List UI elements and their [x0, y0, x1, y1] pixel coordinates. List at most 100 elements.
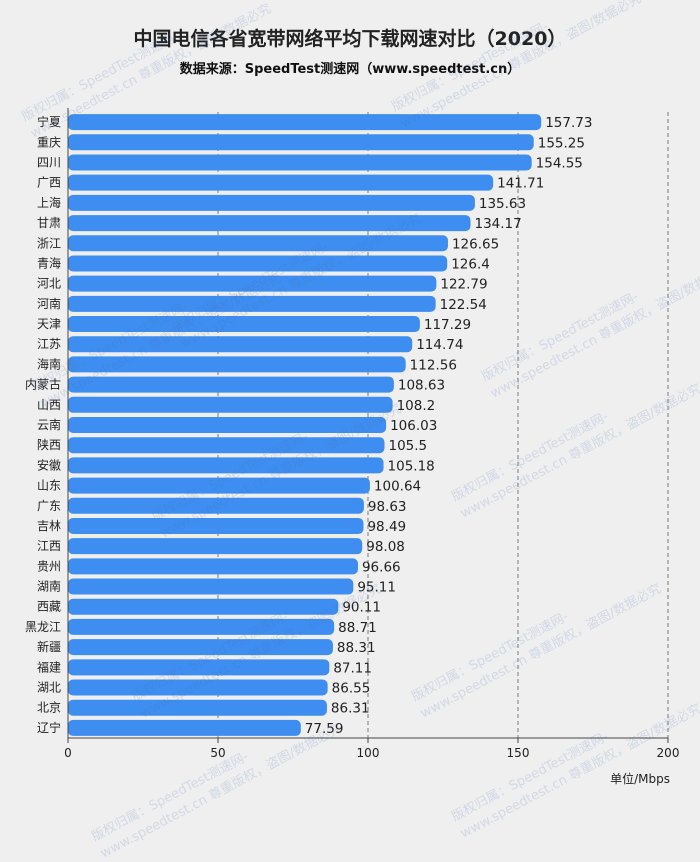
value-label: 96.66: [362, 559, 401, 575]
value-label: 154.55: [536, 155, 583, 171]
value-label: 95.11: [357, 580, 396, 596]
category-label: 内蒙古: [25, 377, 61, 392]
value-label: 105.18: [388, 458, 435, 474]
value-label: 126.4: [451, 256, 490, 272]
category-label: 海南: [37, 356, 61, 371]
category-label: 山西: [37, 398, 61, 412]
x-tick-label: 100: [357, 746, 380, 760]
category-label: 河北: [37, 277, 61, 291]
category-label: 福建: [37, 659, 61, 674]
x-tick-label: 150: [507, 746, 530, 760]
value-label: 98.49: [367, 519, 406, 535]
category-label: 安徽: [37, 457, 61, 472]
bar: [68, 699, 327, 716]
value-label: 108.2: [397, 398, 436, 414]
value-label: 126.65: [452, 236, 499, 252]
value-label: 86.31: [331, 701, 370, 717]
x-tick-label: 50: [210, 746, 225, 760]
value-label: 117.29: [424, 317, 471, 333]
value-label: 88.31: [337, 640, 376, 656]
category-label: 北京: [37, 701, 61, 715]
category-label: 新疆: [37, 639, 61, 654]
bar: [68, 356, 406, 373]
category-label: 青海: [37, 255, 61, 270]
value-label: 98.08: [366, 539, 405, 555]
value-label: 98.63: [368, 499, 407, 515]
bar: [68, 194, 475, 211]
category-label: 吉林: [37, 519, 61, 533]
value-label: 122.54: [440, 297, 487, 313]
value-label: 114.74: [416, 337, 463, 353]
value-label: 134.17: [475, 216, 522, 232]
category-label: 浙江: [37, 236, 61, 250]
bar: [68, 295, 436, 312]
bar: [68, 538, 363, 555]
category-label: 宁夏: [37, 114, 61, 129]
category-label: 湖北: [37, 680, 61, 695]
bar: [68, 114, 542, 131]
category-label: 贵州: [37, 559, 61, 573]
bar: [68, 457, 384, 474]
category-label: 四川: [37, 155, 61, 169]
value-label: 112.56: [410, 357, 457, 373]
category-label: 云南: [37, 417, 61, 432]
bar: [68, 578, 354, 595]
bar: [68, 215, 471, 232]
bar: [68, 517, 364, 534]
bar: [68, 235, 448, 252]
bar: [68, 719, 301, 736]
bar: [68, 598, 339, 615]
bar: [68, 417, 387, 433]
bar: [68, 497, 364, 514]
value-label: 88.71: [338, 620, 377, 636]
bar: [68, 275, 437, 292]
value-label: 155.25: [538, 135, 585, 151]
category-label: 广东: [37, 499, 61, 513]
bar: [68, 336, 413, 353]
bar: [68, 437, 385, 454]
value-label: 122.79: [440, 277, 487, 293]
category-label: 湖南: [37, 579, 61, 594]
value-label: 100.64: [374, 479, 421, 495]
category-label: 天津: [37, 317, 61, 331]
category-label: 河南: [37, 296, 61, 311]
bar: [68, 174, 494, 191]
category-label: 江苏: [37, 337, 61, 351]
bar: [68, 255, 448, 272]
bar: [68, 618, 335, 635]
value-label: 77.59: [305, 721, 344, 737]
bar: [68, 316, 420, 333]
category-label: 西藏: [37, 600, 61, 614]
category-label: 江西: [37, 539, 61, 553]
value-label: 135.63: [479, 196, 526, 212]
unit-label: 单位/Mbps: [610, 772, 670, 786]
bar: [68, 659, 330, 676]
x-tick-label: 0: [64, 746, 72, 760]
value-label: 105.5: [389, 438, 428, 454]
chart-title: 中国电信各省宽带网络平均下载网速对比（2020）: [133, 28, 567, 50]
bar: [68, 134, 534, 151]
value-label: 157.73: [545, 115, 592, 131]
bar-chart: 宁夏 157.73 重庆 155.25 四川 154.55 广西 141.71 上海 135.63…: [25, 108, 680, 760]
bar: [68, 679, 328, 696]
category-label: 辽宁: [37, 720, 61, 735]
value-label: 108.63: [398, 378, 445, 394]
category-label: 广西: [37, 176, 61, 190]
category-label: 陕西: [37, 437, 61, 452]
category-label: 山东: [37, 479, 61, 493]
value-label: 87.11: [333, 660, 372, 676]
bar: [68, 154, 532, 171]
category-label: 重庆: [37, 135, 61, 149]
bar: [68, 477, 370, 494]
category-label: 黑龙江: [25, 620, 61, 634]
value-label: 90.11: [342, 600, 381, 616]
x-tick-label: 200: [657, 746, 680, 760]
value-label: 106.03: [390, 418, 437, 434]
bar: [68, 639, 333, 656]
bar: [68, 396, 393, 413]
category-label: 上海: [37, 195, 61, 210]
chart-subtitle: 数据来源：SpeedTest测速网（www.speedtest.cn）: [179, 62, 521, 77]
bar: [68, 558, 358, 575]
bar: [68, 376, 394, 393]
value-label: 141.71: [497, 176, 544, 192]
